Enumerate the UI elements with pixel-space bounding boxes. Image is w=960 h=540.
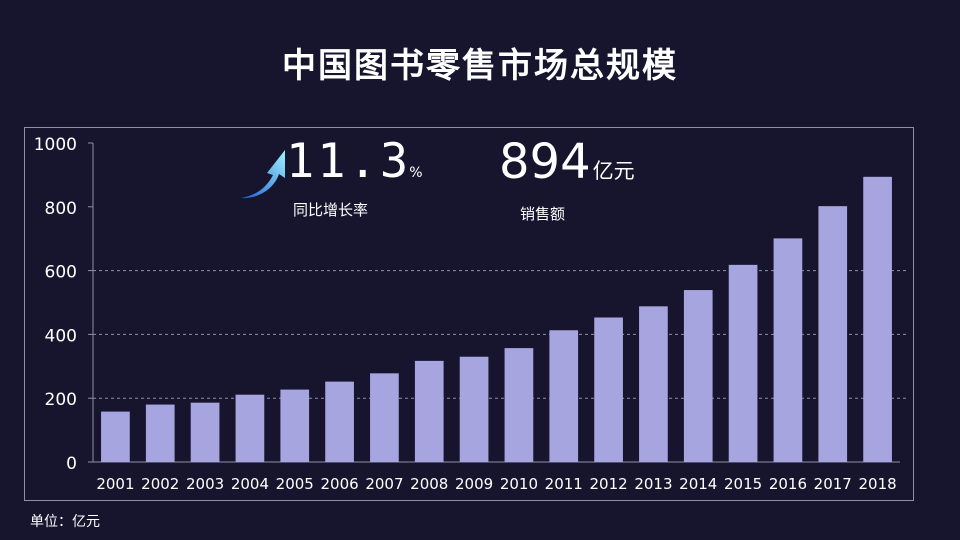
sales-kpi: 894亿元 (499, 136, 635, 188)
upward-curved-arrow-icon (241, 150, 285, 199)
x-tick-label: 2012 (589, 475, 627, 493)
sales-value: 894 (499, 134, 591, 190)
y-tick-label: 400 (45, 326, 77, 346)
sales-unit: 亿元 (592, 159, 635, 183)
x-tick-label: 2017 (814, 475, 852, 493)
y-tick-label: 800 (45, 199, 77, 219)
bar-2011 (549, 330, 579, 462)
x-tick-label: 2004 (231, 475, 269, 493)
growth-rate-label: 同比增长率 (293, 201, 369, 219)
bar-2005 (280, 389, 310, 462)
bar-2004 (235, 394, 265, 462)
x-tick-label: 2005 (276, 475, 314, 493)
x-tick-label: 2001 (96, 475, 134, 493)
bar-2002 (145, 404, 175, 462)
x-tick-label: 2015 (724, 475, 762, 493)
x-tick-label: 2008 (410, 475, 448, 493)
growth-rate-value: 11.3 (286, 134, 412, 189)
bar-2014 (683, 290, 713, 462)
x-tick-label: 2009 (455, 475, 493, 493)
bar-2015 (728, 264, 758, 462)
y-tick-label: 0 (66, 454, 77, 474)
bar-2001 (101, 411, 130, 462)
x-tick-label: 2010 (500, 475, 538, 493)
chart-title: 中国图书零售市场总规模 (282, 46, 678, 86)
growth-rate-kpi: 11.3% (286, 136, 423, 188)
bar-2003 (190, 402, 220, 462)
growth-rate-unit: % (409, 165, 423, 181)
bar-2006 (325, 381, 354, 462)
bar-2018 (863, 176, 892, 462)
x-tick-label: 2011 (545, 475, 583, 493)
x-tick-label: 2002 (141, 475, 179, 493)
x-tick-label: 2014 (679, 475, 717, 493)
bar-2016 (773, 238, 803, 462)
x-tick-label: 2003 (186, 475, 224, 493)
x-tick-label: 2006 (320, 475, 358, 493)
bar-2009 (459, 356, 489, 462)
sales-label: 销售额 (520, 205, 566, 223)
bar-2017 (818, 206, 848, 462)
y-tick-label: 600 (45, 263, 77, 283)
y-tick-label: 1000 (34, 135, 77, 155)
bar-2012 (594, 317, 623, 462)
x-tick-label: 2018 (858, 475, 896, 493)
bar-2007 (370, 373, 399, 462)
bar-2008 (414, 360, 444, 462)
unit-note: 单位：亿元 (30, 514, 100, 530)
bar-2013 (639, 306, 668, 462)
x-tick-label: 2013 (634, 475, 672, 493)
x-tick-label: 2016 (769, 475, 807, 493)
bar-2010 (504, 348, 534, 462)
x-tick-label: 2007 (365, 475, 403, 493)
y-tick-label: 200 (45, 390, 77, 410)
chart-panel (24, 127, 914, 501)
